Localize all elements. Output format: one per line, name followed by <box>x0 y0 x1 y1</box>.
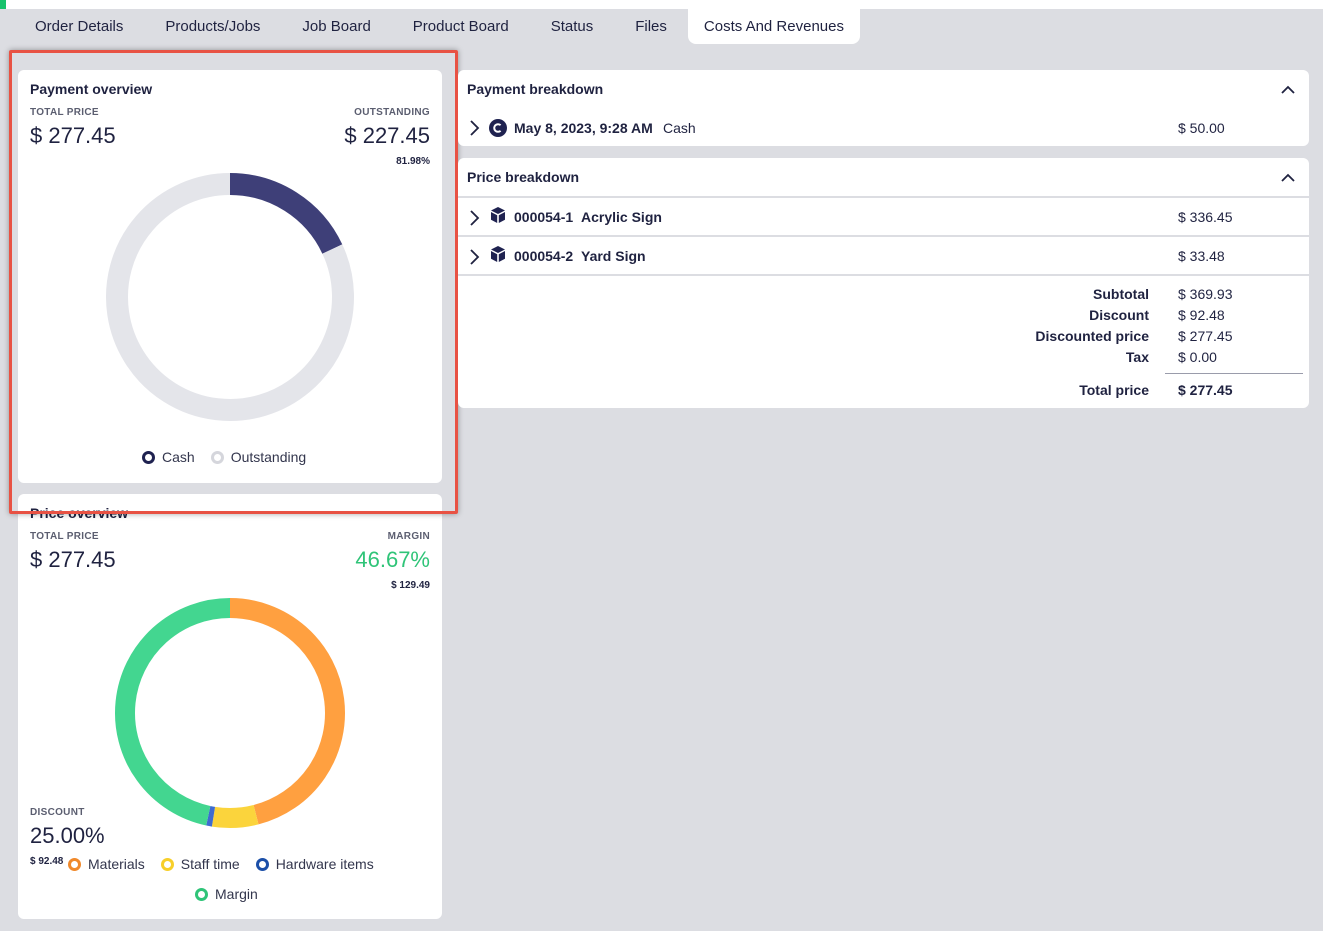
payment-breakdown-header: Payment breakdown <box>458 70 1309 108</box>
legend-label-materials: Materials <box>88 856 145 872</box>
subtotal-label: Subtotal <box>1093 286 1149 302</box>
discount-label: DISCOUNT <box>30 807 85 818</box>
expand-chevron-icon[interactable] <box>467 119 481 137</box>
product-row-id: 000054-1 <box>514 209 574 225</box>
tab-order-details[interactable]: Order Details <box>35 18 124 35</box>
margin-label: MARGIN <box>387 531 430 542</box>
staff-time-legend-icon <box>160 857 174 871</box>
tab-bar: Order Details Products/Jobs Job Board Pr… <box>14 9 860 44</box>
tax-label: Tax <box>1125 349 1149 365</box>
legend-item-cash[interactable]: Cash <box>142 449 195 465</box>
tab-job-board[interactable]: Job Board <box>302 18 371 35</box>
divider <box>458 235 1309 237</box>
total-price-label: TOTAL PRICE <box>30 107 99 118</box>
legend-label-margin: Margin <box>215 886 258 902</box>
product-row-amount: $ 33.48 <box>1178 248 1225 264</box>
legend-label-hardware-items: Hardware items <box>275 856 374 872</box>
legend-item-staff-time[interactable]: Staff time <box>160 856 240 872</box>
tab-costs-and-revenues[interactable]: Costs And Revenues <box>687 9 860 44</box>
discounted-price-value: $ 277.45 <box>1178 328 1233 344</box>
donut-slice-staff-time[interactable] <box>211 804 259 828</box>
payment-overview-title: Payment overview <box>30 81 153 97</box>
collapse-price-breakdown-button[interactable] <box>1279 168 1297 186</box>
legend-label-staff-time: Staff time <box>180 856 240 872</box>
payment-method: Cash <box>663 120 696 136</box>
payment-breakdown-title: Payment breakdown <box>467 81 604 97</box>
product-row-name: Yard Sign <box>581 248 646 264</box>
top-bar <box>0 0 1323 9</box>
price-breakdown-header: Price breakdown <box>458 158 1309 196</box>
donut-slice-margin[interactable] <box>115 598 231 826</box>
expand-chevron-icon[interactable] <box>467 209 481 227</box>
expand-chevron-icon[interactable] <box>467 248 481 266</box>
outstanding-percent: 81.98% <box>396 156 430 167</box>
discount-total-label: Discount <box>1089 307 1149 323</box>
legend-item-margin[interactable]: Margin <box>195 886 258 902</box>
price-breakdown-panel: Price breakdown 000054-1 Acrylic Sign $ … <box>458 158 1309 408</box>
product-row-amount: $ 336.45 <box>1178 209 1233 225</box>
payment-legend: Cash Outstanding <box>142 449 322 465</box>
price-total-value: $ 277.45 <box>30 547 116 572</box>
chevron-up-icon <box>1281 85 1295 94</box>
product-box-icon <box>491 246 505 262</box>
legend-item-hardware-items[interactable]: Hardware items <box>255 856 374 872</box>
outstanding-legend-icon <box>210 450 224 464</box>
total-price-label: Total price <box>1079 382 1149 398</box>
price-legend-row1: Materials Staff time Hardware items <box>68 856 390 872</box>
outstanding-value: $ 227.45 <box>344 123 430 148</box>
discount-total-value: $ 92.48 <box>1178 307 1225 323</box>
price-overview-card: Price overview TOTAL PRICE $ 277.45 MARG… <box>18 494 442 919</box>
cash-legend-icon <box>142 450 155 464</box>
total-price-value: $ 277.45 <box>30 123 116 148</box>
total-price-value-final: $ 277.45 <box>1178 382 1233 398</box>
donut-slice-hardware-items[interactable] <box>206 805 216 827</box>
payment-breakdown-panel: Payment breakdown May 8, 2023, 9:28 AM C… <box>458 70 1309 146</box>
donut-slice-materials[interactable] <box>229 598 345 825</box>
donut-slice-outstanding[interactable] <box>106 173 354 421</box>
margin-value: $ 129.49 <box>391 580 430 591</box>
totals-divider <box>1165 373 1303 374</box>
divider <box>458 196 1309 198</box>
outstanding-label: OUTSTANDING <box>354 107 430 118</box>
donut-slice-cash[interactable] <box>229 173 343 254</box>
margin-legend-icon <box>195 887 208 901</box>
payment-row: May 8, 2023, 9:28 AM Cash $ 50.00 <box>458 108 1309 147</box>
payment-donut-chart <box>106 173 354 421</box>
tax-value: $ 0.00 <box>1178 349 1217 365</box>
price-legend-row2: Margin <box>195 886 274 902</box>
margin-percent: 46.67% <box>355 547 430 572</box>
cash-payment-icon <box>489 119 507 137</box>
discount-percent: 25.00% <box>30 823 105 848</box>
legend-item-materials[interactable]: Materials <box>68 856 145 872</box>
legend-label-outstanding: Outstanding <box>230 449 307 465</box>
collapse-payment-breakdown-button[interactable] <box>1279 80 1297 98</box>
payment-amount: $ 50.00 <box>1178 120 1225 136</box>
price-row: 000054-1 Acrylic Sign $ 336.45 <box>458 198 1309 237</box>
top-bar-accent <box>0 0 6 9</box>
tab-product-board[interactable]: Product Board <box>412 18 509 35</box>
price-total-label: TOTAL PRICE <box>30 531 99 542</box>
legend-item-outstanding[interactable]: Outstanding <box>210 449 307 465</box>
legend-label-cash: Cash <box>162 449 195 465</box>
subtotal-value: $ 369.93 <box>1178 286 1233 302</box>
product-box-icon <box>491 207 505 223</box>
product-row-name: Acrylic Sign <box>581 209 662 225</box>
divider <box>458 274 1309 276</box>
price-breakdown-title: Price breakdown <box>467 169 580 185</box>
product-row-id: 000054-2 <box>514 248 574 264</box>
tab-products-jobs[interactable]: Products/Jobs <box>165 18 261 35</box>
price-donut-chart <box>115 598 345 828</box>
discounted-price-label: Discounted price <box>1035 328 1149 344</box>
discount-value: $ 92.48 <box>30 856 64 867</box>
price-row: 000054-2 Yard Sign $ 33.48 <box>458 237 1309 276</box>
payment-overview-card: Payment overview TOTAL PRICE $ 277.45 OU… <box>18 70 442 483</box>
tab-status[interactable]: Status <box>550 18 594 35</box>
materials-legend-icon <box>68 857 81 871</box>
hardware-items-legend-icon <box>255 857 269 871</box>
payment-date: May 8, 2023, 9:28 AM <box>514 120 653 136</box>
tab-files[interactable]: Files <box>635 18 667 35</box>
chevron-up-icon <box>1281 173 1295 182</box>
